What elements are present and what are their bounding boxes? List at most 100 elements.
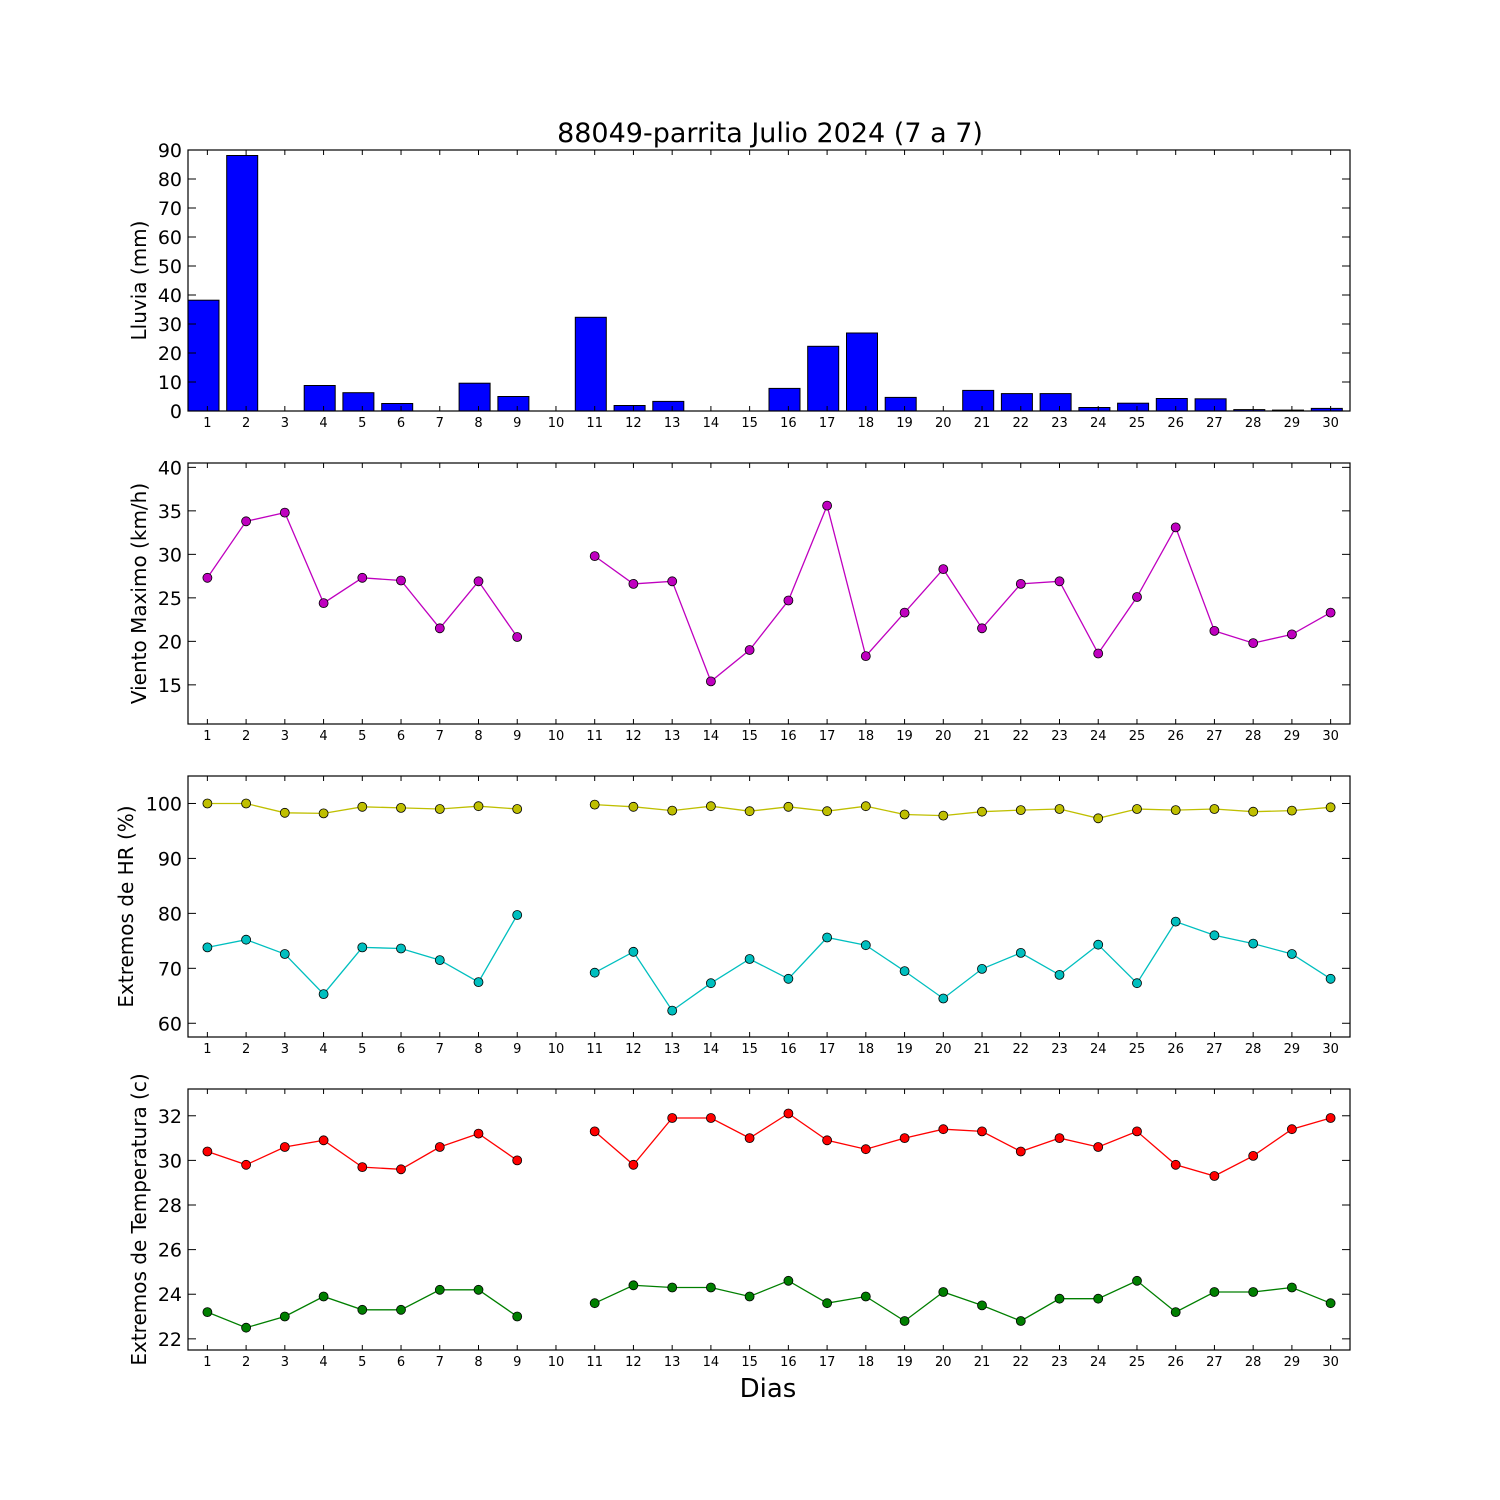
x-tick-label: 26: [1167, 729, 1184, 744]
x-tick-label: 29: [1284, 1042, 1301, 1057]
series-2-point-day-26: [1170, 1307, 1181, 1317]
series-1-point-day-8: [473, 576, 484, 587]
x-tick-label: 11: [586, 1355, 603, 1370]
x-tick-label: 20: [935, 729, 952, 744]
series-2-point-day-4: [318, 989, 329, 999]
x-tick-label: 24: [1090, 1042, 1107, 1057]
x-tick-label: 1: [203, 416, 211, 431]
series-2-point-day-8: [473, 1284, 484, 1295]
series-2-point-day-14: [706, 1282, 716, 1293]
series-1-point-day-2: [241, 1159, 252, 1170]
series-2-point-day-5: [357, 1304, 368, 1315]
panel-2: 1 2 3 4 5 6 7 8 9 10 11 12 13 14 15 16 17 18 19 20 21 22 23 24 2…: [127, 457, 1351, 744]
x-tick-label: 30: [1322, 416, 1339, 431]
x-tick-label: 21: [974, 729, 991, 744]
series-2-point-day-18: [860, 940, 871, 951]
series-1-point-day-2: [241, 516, 252, 527]
x-tick-label: 19: [896, 729, 913, 744]
series-1-point-day-4: [318, 808, 329, 819]
series-2-point-day-16: [783, 973, 794, 984]
bar-day-1: [187, 299, 220, 412]
x-tick-label: 13: [664, 416, 681, 431]
bar-day-25: [1117, 402, 1150, 412]
x-tick-label: 16: [780, 1042, 797, 1057]
series-1-point-day-16: [783, 801, 794, 812]
series-2-point-day-28: [1248, 1287, 1259, 1297]
series-2-point-day-30: [1325, 973, 1336, 984]
series-2-point-day-3: [279, 1311, 290, 1322]
x-tick-label: 23: [1051, 1355, 1068, 1370]
series-1-point-day-27: [1209, 626, 1220, 636]
x-tick-label: 9: [513, 416, 521, 431]
y-tick-label: 70: [158, 198, 182, 220]
series-2-point-day-3: [279, 949, 290, 959]
series-1-point-day-26: [1170, 805, 1181, 815]
series-2-point-day-1: [202, 942, 213, 953]
series-1-point-day-11: [589, 1126, 600, 1137]
x-axis-label: Dias: [740, 1374, 797, 1404]
series-1-point-day-21: [977, 1126, 987, 1137]
series-2-point-day-30: [1325, 1298, 1336, 1309]
x-tick-label: 24: [1090, 729, 1107, 744]
x-tick-label: 4: [319, 1355, 327, 1370]
x-tick-label: 6: [397, 1042, 405, 1057]
series-2-point-day-12: [628, 1280, 639, 1291]
series-1-point-day-17: [822, 806, 832, 817]
series-1-point-day-26: [1170, 1159, 1181, 1170]
series-2-point-day-5: [357, 942, 368, 953]
x-tick-label: 3: [281, 416, 289, 431]
series-1-line-segment-2: [594, 503, 1331, 683]
x-tick-label: 19: [896, 1355, 913, 1370]
series-1-point-day-1: [202, 798, 213, 809]
x-tick-label: 26: [1167, 1355, 1184, 1370]
series-2-point-day-4: [318, 1291, 329, 1302]
x-tick-label: 15: [741, 1042, 758, 1057]
x-tick-label: 25: [1129, 1355, 1146, 1370]
y-axis-label: Lluvia (mm): [127, 221, 151, 341]
y-tick-label: 30: [158, 314, 182, 336]
series-1-point-day-21: [977, 623, 987, 634]
bar-day-8: [458, 382, 491, 412]
y-tick-label: 28: [158, 1195, 182, 1217]
series-1-point-day-17: [822, 1135, 832, 1146]
x-tick-label: 12: [625, 416, 642, 431]
y-tick-label: 20: [158, 343, 182, 365]
series-1-point-day-22: [1015, 1146, 1026, 1157]
series-1-point-day-7: [434, 623, 445, 634]
series-1-point-day-22: [1015, 579, 1026, 589]
x-tick-label: 13: [664, 1042, 681, 1057]
series-2-line-segment-2: [594, 1280, 1331, 1322]
bar-day-19: [884, 396, 917, 412]
bar-day-6: [381, 403, 414, 412]
x-tick-label: 29: [1284, 729, 1301, 744]
x-tick-label: 28: [1245, 729, 1262, 744]
x-tick-label: 15: [741, 729, 758, 744]
x-tick-label: 2: [242, 1042, 250, 1057]
x-tick-label: 27: [1206, 729, 1223, 744]
x-tick-label: 12: [625, 729, 642, 744]
series-1-point-day-13: [667, 805, 678, 816]
series-1-point-day-17: [822, 500, 832, 511]
series-1-point-day-14: [706, 1113, 716, 1123]
series-2-point-day-26: [1170, 916, 1181, 927]
series-2-point-day-22: [1015, 948, 1026, 958]
series-1-point-day-13: [667, 576, 678, 587]
series-2-point-day-18: [860, 1291, 871, 1302]
bar-day-27: [1194, 398, 1227, 412]
series-1-point-day-3: [279, 507, 290, 518]
series-2-point-day-20: [938, 1287, 949, 1297]
series-1-point-day-28: [1248, 638, 1259, 648]
panel-4: 1 2 3 4 5 6 7 8 9 10 11 12 13 14 15 16 17 18 19 20 21 22 23 24 2…: [127, 1073, 1351, 1370]
panel-3: 1 2 3 4 5 6 7 8 9 10 11 12 13 14 15 16 17 18 19 20 21 22 23 24 2…: [114, 775, 1351, 1057]
x-tick-label: 10: [548, 1355, 565, 1370]
series-2-point-day-25: [1132, 978, 1142, 989]
x-tick-label: 24: [1090, 1355, 1107, 1370]
x-tick-label: 29: [1284, 416, 1301, 431]
x-tick-label: 16: [780, 729, 797, 744]
x-tick-label: 22: [1012, 1042, 1029, 1057]
y-tick-label: 70: [158, 958, 182, 980]
series-2-point-day-24: [1093, 1293, 1104, 1304]
series-1-point-day-29: [1287, 629, 1297, 640]
panel-frame: [187, 149, 1351, 412]
x-tick-label: 7: [436, 1042, 444, 1057]
